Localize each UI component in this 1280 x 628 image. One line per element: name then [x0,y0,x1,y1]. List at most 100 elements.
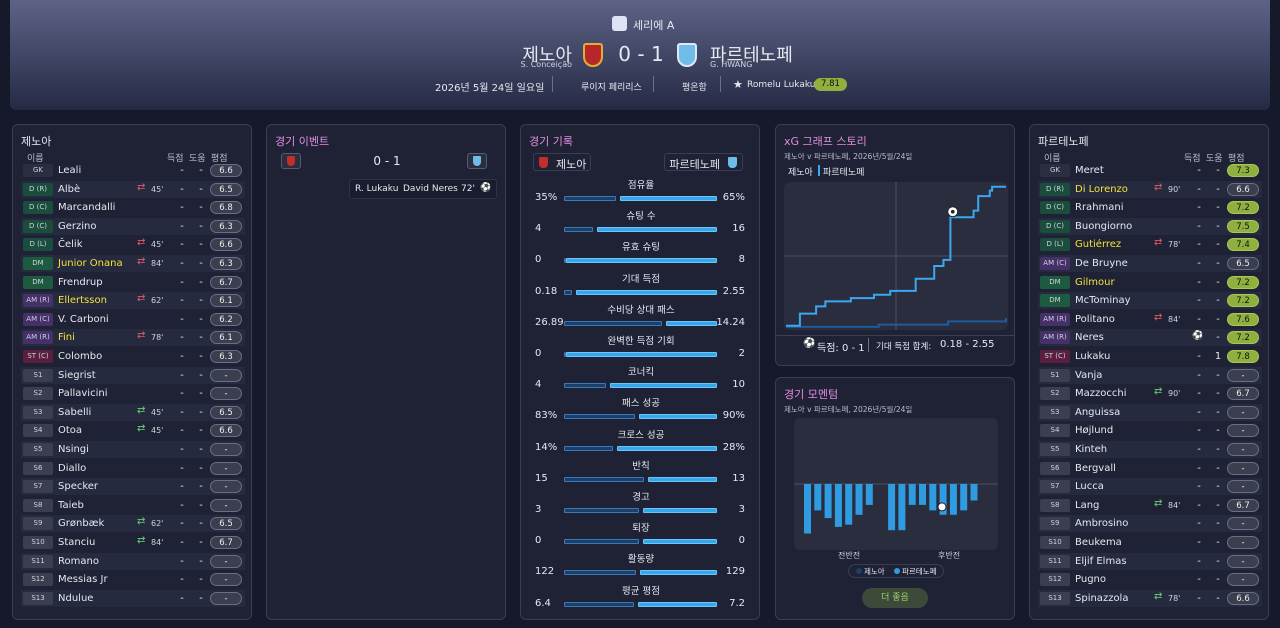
goals: - [180,574,184,586]
stat-away: 7.2 [729,597,745,609]
assists: - [1216,258,1220,269]
position: S4 [23,424,53,438]
rating: - [1227,517,1259,531]
score-label: 득점: 0 - 1 [817,343,865,354]
position: DM [23,275,53,289]
player-name: Diallo [58,462,87,474]
away-crest [677,43,697,67]
assists: - [1216,406,1220,418]
sub-minute: 78' [1168,240,1181,250]
player-row: D (L) Čelik ⇄ 45' - -6.6 [21,236,245,253]
assists: - [199,444,203,455]
assists: - [1216,295,1220,307]
assists: - [199,481,203,493]
player-row: GK Leali - -6.6 [21,162,245,179]
player-row: DM McTominay - -7.2 [1038,292,1262,310]
sub-minute: 90' [1168,389,1181,399]
stat-label: 활동량 [627,554,655,566]
momentum-bar [929,484,937,511]
rating: 7.6 [1227,312,1259,326]
goals: - [1197,239,1201,251]
player-name: Junior Onana [58,258,123,269]
assists: - [199,369,203,381]
position: S11 [1040,554,1070,568]
player-name: Čelik [58,239,83,251]
goals: - [180,481,184,493]
sub-minute: 84' [1168,314,1181,324]
assists: - [1216,239,1220,251]
position: S6 [23,461,53,475]
sub-minute: 45' [151,407,164,417]
goals: - [180,239,184,251]
stat-bar-home [564,352,566,357]
player-row: D (R) Di Lorenzo ⇄ 90' - -6.6 [1038,180,1262,198]
position: D (R) [23,182,53,196]
position: S13 [1040,591,1070,605]
sub-minute: 45' [151,426,164,436]
rating: - [210,573,242,587]
momentum-bar [855,484,863,515]
position: S5 [23,443,53,456]
goals: - [180,258,184,269]
sub-icon: ⇄ [137,516,146,528]
rating: 7.2 [1227,201,1259,215]
rating: 7.5 [1227,219,1259,233]
player-name: V. Carboni [58,313,109,325]
home-manager: S. Conceição [520,60,572,69]
stat-home: 26.89 [535,316,564,328]
stat-home: 35% [535,192,558,203]
player-name: Ambrosino [1075,518,1129,530]
assists: - [199,313,203,325]
position: S12 [1040,573,1070,587]
position: S2 [23,387,53,401]
column-header: 이름 [1044,154,1061,164]
ball-icon: ⚽ [803,338,816,349]
rating: 6.6 [210,238,242,252]
legend-dot [894,568,900,574]
goals: - [1197,462,1201,474]
position: AM (R) [1040,312,1070,326]
assists: - [1216,220,1220,232]
stat-away: 0 [738,535,745,547]
player-row: S7 Specker - - - [21,478,245,496]
assists: - [199,518,203,530]
assists: - [1216,388,1220,400]
rating: - [210,387,242,401]
player-row: S10 Beukema - - - [1038,534,1262,551]
goals: - [1197,295,1201,307]
position: S10 [1040,536,1070,549]
rating: - [1227,536,1259,549]
sub-minute: 45' [151,240,164,250]
goals: - [1197,183,1201,195]
stat-home: 0 [535,254,542,266]
potm-name: Romelu Lukaku [747,80,816,90]
subtitle: 제노아 v 파르테노페, 2026년/5월/24일 [784,152,913,161]
stats-panel: 경기 기록 제노아 파르테노페 점유율 35% 65% 슈팅 수 4 16 유효 슈팅 0 8 기대 득… [520,124,760,620]
panel-title: xG 그래프 스토리 [784,135,867,148]
position: D (C) [23,201,53,215]
stat-bar-home [564,414,636,420]
player-row: S11 Romano - - - [21,552,245,570]
rating: 6.7 [1227,498,1259,512]
potm-rating: 7.81 [814,78,847,91]
rating: 6.3 [210,219,242,233]
panel-title: 파르테노페 [1038,135,1089,148]
away-manager: G. HWANG [710,60,753,69]
better-button[interactable]: 더 좋음 [862,588,928,608]
weather: 평온함 [682,83,707,93]
player-row: S9 Ambrosino - - - [1038,515,1262,533]
score: 0 - 1 [373,154,401,168]
position: S7 [23,480,53,494]
momentum-bar [970,484,978,501]
goal-marker [937,502,947,512]
player-row: DM Gilmour - -7.2 [1038,274,1262,291]
position: DM [23,257,53,270]
assists: - [1216,313,1220,325]
subtitle: 제노아 v 파르테노페, 2026년/5월/24일 [784,405,913,414]
player-row: S9 Grønbæk ⇄ 62' - -6.5 [21,515,245,533]
stat-away: 90% [722,410,745,422]
rating: - [1227,405,1259,419]
sub-icon: ⇄ [1154,497,1163,509]
player-row: S11 Eljif Elmas - - - [1038,552,1262,570]
assist: David Neres [403,184,458,194]
